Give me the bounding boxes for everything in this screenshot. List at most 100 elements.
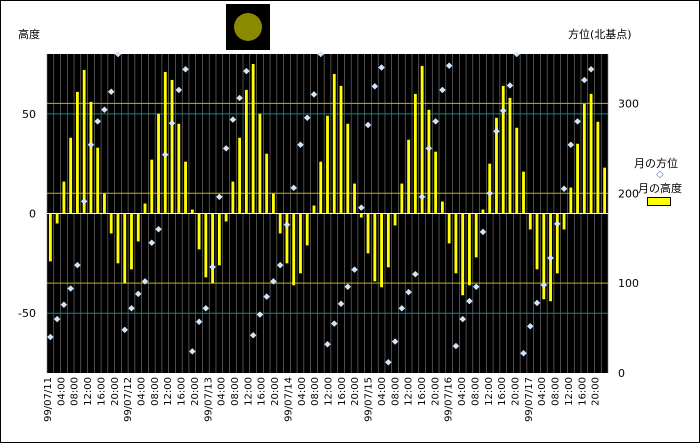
altitude-bar (48, 213, 52, 262)
azimuth-point (168, 119, 176, 127)
azimuth-point (439, 86, 446, 94)
x-tick-label: 16:00 (337, 377, 348, 406)
y-tick-label-right: 200 (618, 187, 639, 200)
azimuth-point (101, 106, 108, 113)
altitude-bar (224, 213, 228, 222)
azimuth-point (209, 263, 216, 271)
legend-label-azimuth: 月の方位 (634, 157, 678, 170)
altitude-bar (251, 63, 255, 214)
azimuth-point (351, 266, 358, 273)
x-tick-label: 08:00 (310, 377, 321, 406)
azimuth-point (330, 320, 338, 327)
legend-diamond-icon: ◇ (656, 169, 664, 180)
altitude-bar (312, 205, 316, 214)
x-tick-label: 20:00 (511, 377, 522, 406)
x-tick-label: 99/07/15 (364, 377, 375, 422)
x-tick-label: 99/07/17 (524, 377, 535, 422)
altitude-bar (292, 213, 296, 286)
azimuth-point (236, 94, 243, 102)
x-tick-label: 99/07/14 (283, 377, 294, 422)
altitude-bar (109, 213, 113, 234)
altitude-bar (96, 147, 100, 214)
azimuth-point (155, 225, 162, 233)
x-tick-label: 04:00 (537, 377, 548, 406)
altitude-bar (508, 97, 512, 214)
altitude-bar (116, 213, 120, 264)
altitude-bar (562, 213, 566, 230)
x-tick-label: 08:00 (70, 377, 81, 406)
altitude-bar (427, 109, 431, 214)
x-tick-label: 20:00 (190, 377, 201, 406)
azimuth-point (574, 118, 581, 125)
azimuth-point (297, 141, 304, 149)
altitude-bar (528, 213, 532, 230)
azimuth-point (358, 204, 365, 211)
azimuth-point (506, 82, 514, 89)
y-tick-label-left: 0 (29, 208, 36, 221)
azimuth-point (466, 297, 473, 305)
x-tick-label: 04:00 (217, 377, 228, 406)
azimuth-point (290, 184, 297, 192)
x-tick-label: 08:00 (150, 377, 161, 406)
legend-label-altitude: 月の高度 (638, 182, 682, 195)
x-tick-label: 08:00 (470, 377, 481, 406)
x-tick-label: 12:00 (404, 377, 415, 406)
x-tick-label: 20:00 (350, 377, 361, 406)
altitude-bar (407, 139, 411, 214)
altitude-bar (468, 213, 471, 286)
azimuth-point (243, 67, 250, 75)
altitude-bar (501, 85, 505, 214)
altitude-bar (163, 71, 167, 214)
altitude-bar (542, 213, 546, 300)
altitude-bar (447, 213, 451, 244)
azimuth-point (567, 141, 575, 149)
x-tick-label: 12:00 (163, 377, 174, 406)
altitude-bar (359, 213, 363, 218)
azimuth-point (276, 261, 284, 269)
azimuth-point (391, 338, 399, 345)
azimuth-point (337, 300, 345, 308)
altitude-bar (244, 89, 248, 214)
x-tick-label: 12:00 (564, 377, 575, 406)
azimuth-point (385, 358, 392, 366)
altitude-bar (366, 213, 370, 254)
altitude-bar (217, 213, 221, 266)
azimuth-point (80, 198, 88, 205)
azimuth-point (182, 65, 189, 73)
altitude-bar (582, 103, 586, 214)
altitude-bar (440, 201, 444, 214)
x-tick-label: 16:00 (417, 377, 428, 406)
azimuth-point (222, 145, 230, 152)
azimuth-point (263, 293, 270, 300)
y-tick-label-left: 50 (22, 108, 36, 121)
azimuth-point (148, 239, 156, 246)
azimuth-point (134, 290, 142, 298)
azimuth-point (581, 76, 588, 84)
azimuth-point (425, 145, 433, 152)
y-tick-label-right: 0 (618, 367, 625, 380)
altitude-bar (596, 121, 600, 214)
x-tick-label: 16:00 (577, 377, 588, 406)
y-axis-right-title: 方位(北基点) (568, 28, 632, 41)
azimuth-point (371, 83, 379, 90)
altitude-bar (130, 213, 133, 270)
azimuth-point (310, 91, 318, 98)
azimuth-point (114, 50, 122, 58)
x-tick-label: 99/07/13 (203, 377, 214, 422)
azimuth-point (499, 107, 507, 114)
altitude-bar (495, 117, 498, 214)
azimuth-point (445, 62, 453, 69)
x-tick-label: 12:00 (243, 377, 254, 406)
x-tick-label: 16:00 (177, 377, 188, 406)
azimuth-point (459, 315, 466, 323)
azimuth-point (479, 228, 487, 236)
y-tick-label-right: 300 (618, 97, 639, 110)
azimuth-point (412, 270, 419, 278)
x-tick-label: 04:00 (377, 377, 388, 406)
x-tick-label: 20:00 (110, 377, 121, 406)
azimuth-point (270, 278, 277, 285)
altitude-bar (393, 213, 397, 226)
azimuth-point (283, 221, 291, 229)
azimuth-point (229, 116, 237, 123)
